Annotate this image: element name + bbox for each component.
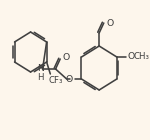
Text: H: H	[37, 73, 43, 82]
Text: O: O	[106, 18, 113, 27]
Text: O: O	[66, 74, 73, 83]
Text: N: N	[37, 64, 44, 73]
Text: O: O	[62, 52, 69, 61]
Text: O: O	[128, 52, 135, 61]
Text: CF₃: CF₃	[48, 76, 63, 85]
Text: CH₃: CH₃	[133, 52, 149, 61]
